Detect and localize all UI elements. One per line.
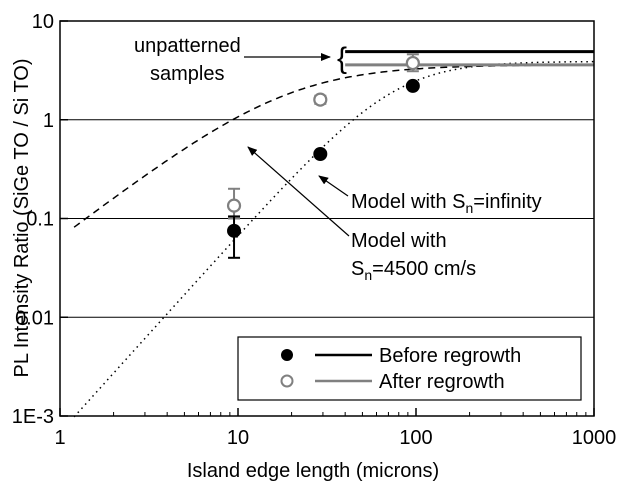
legend-marker-before (281, 349, 293, 361)
data-points (226, 53, 420, 259)
point-after-2 (405, 55, 420, 71)
point-after-0 (226, 198, 242, 213)
legend: Before regrowth After regrowth (237, 336, 582, 401)
model-curves (73, 60, 594, 418)
model-4500-subscript: n (364, 267, 372, 283)
point-before-2 (405, 78, 420, 93)
x-tick-label-3: 1000 (572, 427, 617, 449)
reference-lines (345, 50, 594, 67)
y-tick-label-3: 1 (43, 110, 54, 132)
model-4500-suffix: =4500 cm/s (372, 258, 476, 280)
legend-marker-after (280, 374, 294, 388)
point-before-1 (313, 146, 328, 161)
y-tick-label-4: 10 (32, 11, 54, 33)
unpatterned-brace: { (337, 42, 347, 75)
y-tick-label-2: 0.1 (26, 209, 54, 231)
x-tick-label-1: 10 (227, 427, 249, 449)
model-infinity-suffix: =infinity (473, 191, 541, 213)
unpatterned-label-line2: samples (150, 63, 224, 85)
model-infinity-arrow (318, 175, 349, 197)
model-infinity-subscript: n (466, 200, 474, 216)
y-axis-title: PL Intensity Ratio (SiGe TO / Si TO) (11, 58, 33, 377)
model-4500-s: S (351, 258, 364, 280)
gridlines (60, 119, 594, 318)
point-after-1 (313, 92, 328, 107)
unpatterned-label-line1: unpatterned (134, 35, 241, 57)
legend-box (237, 336, 582, 401)
model-infinity-label: Model with Sn=infinity (351, 191, 542, 216)
axis-ticks: 1 10 100 1000 1E-3 0.01 0.1 1 10 (12, 11, 617, 449)
x-tick-label-2: 100 (399, 427, 432, 449)
x-axis-title: Island edge length (microns) (187, 460, 439, 482)
legend-label-after: After regrowth (379, 371, 505, 393)
model-4500-arrow (247, 146, 350, 237)
model-4500-line2: Sn=4500 cm/s (351, 258, 476, 283)
x-tick-label-0: 1 (54, 427, 65, 449)
y-tick-label-1: 0.01 (15, 307, 54, 329)
legend-label-before: Before regrowth (379, 345, 521, 367)
point-before-0 (227, 223, 242, 238)
model-curve-sn-4500 (73, 64, 594, 228)
y-tick-label-0: 1E-3 (12, 406, 54, 428)
model-4500-line1: Model with (351, 230, 447, 252)
model-infinity-prefix: Model with S (351, 191, 466, 213)
